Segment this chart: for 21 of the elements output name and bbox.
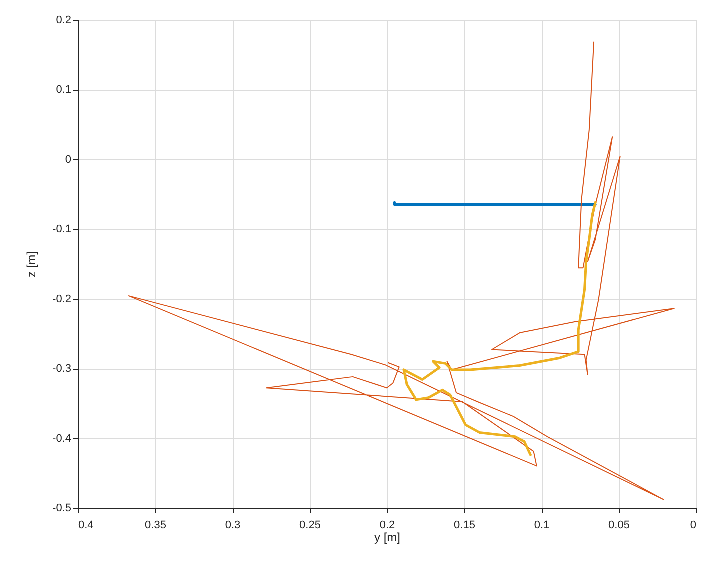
line-series (128, 42, 675, 500)
x-tick-label: 0.3 (225, 520, 241, 532)
x-tick-label: 0.2 (380, 520, 396, 532)
x-tick-label: 0.1 (534, 520, 550, 532)
y-tick-label: 0.2 (56, 14, 72, 26)
y-tick-label: -0.2 (52, 293, 72, 306)
y-tick-label: -0.1 (52, 224, 72, 236)
y-tick-label: -0.5 (52, 502, 72, 514)
y-tick-label: 0.1 (56, 84, 72, 96)
x-tick-label: 0.25 (300, 520, 321, 532)
x-tick-label: 0.4 (78, 520, 94, 532)
y-axis-title: z [m] (24, 252, 39, 278)
y-tick-label: -0.4 (52, 432, 72, 445)
y-tick-label: -0.3 (52, 363, 72, 376)
line-series (402, 201, 597, 456)
x-tick-label: 0.35 (145, 520, 166, 532)
y-tick-label: 0 (65, 154, 72, 166)
x-tick-label: 0.05 (608, 520, 630, 532)
x-tick-label: 0.15 (454, 520, 476, 532)
x-tick-label: 0 (690, 520, 696, 532)
x-axis-title: y [m] (374, 530, 400, 544)
